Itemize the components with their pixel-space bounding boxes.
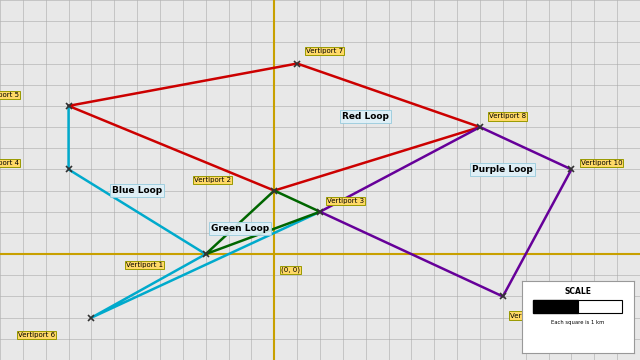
Text: Vertiport 3: Vertiport 3	[327, 198, 364, 204]
Text: Vertiport 8: Vertiport 8	[489, 113, 526, 120]
Text: Vertiport 9: Vertiport 9	[509, 312, 547, 319]
Text: Vertiport 1: Vertiport 1	[125, 262, 163, 268]
Bar	[532, 300, 578, 313]
Text: (0, 0): (0, 0)	[281, 267, 300, 273]
Bar	[577, 300, 622, 313]
Text: Vertiport 6: Vertiport 6	[19, 332, 56, 338]
Text: Vertiport 5: Vertiport 5	[0, 92, 19, 98]
Text: Vertiport 2: Vertiport 2	[195, 177, 231, 183]
Text: Red Loop: Red Loop	[342, 112, 389, 121]
Text: SCALE: SCALE	[564, 287, 591, 296]
Text: Vertiport 7: Vertiport 7	[307, 48, 344, 54]
Text: Each square is 1 km: Each square is 1 km	[551, 320, 604, 325]
Text: Green Loop: Green Loop	[211, 224, 269, 233]
Text: Purple Loop: Purple Loop	[472, 165, 533, 174]
Text: Vertiport 4: Vertiport 4	[0, 160, 19, 166]
Text: Vertiport 10: Vertiport 10	[580, 160, 622, 166]
Text: Blue Loop: Blue Loop	[112, 186, 162, 195]
